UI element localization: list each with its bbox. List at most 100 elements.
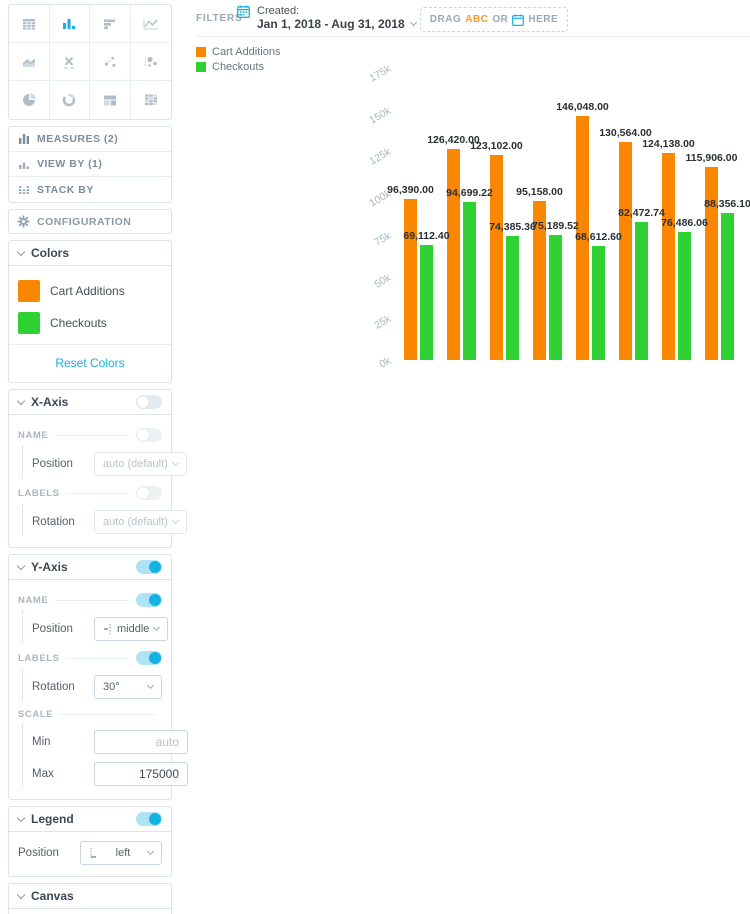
- legend-section-body: Position left: [8, 832, 172, 877]
- y-axis-toggle[interactable]: [136, 560, 162, 574]
- vis-type-line-chart[interactable]: [130, 5, 171, 43]
- chevron-down-icon: [409, 18, 417, 27]
- bucket-measures-label: MEASURES (2): [37, 133, 119, 145]
- date-filter-chip[interactable]: Created: Jan 1, 2018 - Aug 31, 2018: [237, 5, 417, 31]
- chart-bar-checkouts[interactable]: [592, 245, 605, 360]
- bar-data-label: 74,385.36: [489, 220, 536, 233]
- bar-data-label: 115,906.00: [685, 151, 738, 164]
- bucket-view-by[interactable]: VIEW BY (1): [9, 152, 171, 177]
- x-axis-name-toggle[interactable]: [136, 428, 162, 442]
- vis-type-table[interactable]: [9, 5, 50, 43]
- bucket-stack-by-label: STACK BY: [37, 183, 94, 196]
- legend-item-checkouts[interactable]: Checkouts: [196, 59, 280, 74]
- chart-bar-cart-additions[interactable]: [447, 149, 460, 360]
- cart-additions-swatch[interactable]: [18, 280, 40, 302]
- y-axis-tick-label: 150k: [367, 104, 393, 127]
- y-axis-position-dropdown[interactable]: middle: [94, 617, 169, 641]
- x-axis-name-subhead: NAME: [18, 428, 162, 442]
- chart-bar-cart-additions[interactable]: [533, 201, 546, 360]
- donut-chart-icon: [62, 93, 76, 107]
- buckets-panel: MEASURES (2) VIEW BY (1) STACK BY: [8, 126, 172, 203]
- bar-data-label: 75,189.52: [532, 219, 579, 232]
- divider: [66, 657, 129, 659]
- filters-bar-label: FILTERS: [196, 13, 243, 24]
- calendar-icon: [237, 5, 250, 18]
- chart-bar-cart-additions[interactable]: [404, 199, 417, 360]
- divider: [196, 36, 750, 37]
- y-axis-max-input[interactable]: [94, 762, 188, 786]
- bar-data-label: 76,486.06: [661, 217, 708, 230]
- colors-section-header[interactable]: Colors: [8, 240, 172, 266]
- vis-type-pie-chart[interactable]: [9, 81, 50, 119]
- headline-icon: [64, 56, 75, 69]
- vis-type-heatmap[interactable]: [131, 81, 172, 119]
- x-axis-labels-subhead: LABELS: [18, 486, 162, 500]
- vis-type-donut-chart[interactable]: [50, 81, 90, 119]
- y-axis-rotation-dropdown[interactable]: 30°: [94, 675, 162, 699]
- legend-toggle[interactable]: [136, 812, 162, 826]
- vis-type-headline[interactable]: [49, 43, 90, 81]
- canvas-section-header[interactable]: Canvas: [8, 883, 172, 909]
- y-axis-tick-label: 125k: [367, 146, 393, 169]
- main-area: FILTERS Created: Jan 1, 2018 - Aug 31, 2…: [180, 0, 750, 914]
- sidebar: MEASURES (2) VIEW BY (1) STACK BY: [0, 0, 188, 914]
- heatmap-icon: [144, 94, 157, 106]
- divider: [60, 714, 155, 715]
- y-axis-name-controls: Position middle: [22, 611, 169, 643]
- gear-icon: [17, 215, 30, 228]
- chart-bar-cart-additions[interactable]: [576, 116, 589, 360]
- column-chart-icon: [63, 18, 76, 29]
- y-axis-section-header[interactable]: Y-Axis: [8, 554, 172, 580]
- chart-bar-checkouts[interactable]: [721, 212, 734, 360]
- bucket-measures[interactable]: MEASURES (2): [9, 127, 171, 152]
- stack-by-icon: [19, 185, 29, 194]
- legend-item-cart-additions[interactable]: Cart Additions: [196, 44, 280, 59]
- vis-type-bar-chart[interactable]: [90, 5, 131, 43]
- y-axis-min-label: Min: [32, 736, 51, 748]
- chart-bar-checkouts[interactable]: [506, 235, 519, 360]
- chart-bar-checkouts[interactable]: [635, 222, 648, 360]
- chart-bar-checkouts[interactable]: [463, 201, 476, 360]
- bar-data-label: 82,472.74: [618, 207, 665, 220]
- chart-bar-cart-additions[interactable]: [662, 152, 675, 360]
- chart-bar-checkouts[interactable]: [549, 234, 562, 360]
- x-axis-section-header[interactable]: X-Axis: [8, 389, 172, 415]
- chevron-down-icon: [171, 458, 179, 467]
- y-axis-name-toggle[interactable]: [136, 593, 162, 607]
- x-axis-rotation-dropdown[interactable]: auto (default): [94, 510, 187, 534]
- chevron-down-icon: [171, 516, 179, 525]
- chart-bar-checkouts[interactable]: [420, 244, 433, 360]
- vis-type-column-chart-selected[interactable]: [49, 5, 90, 43]
- y-axis-tick-label: 25k: [372, 313, 393, 332]
- checkouts-swatch[interactable]: [18, 312, 40, 334]
- chart-bar-cart-additions[interactable]: [619, 142, 632, 360]
- bar-data-label: 146,048.00: [556, 101, 609, 114]
- legend-section-header[interactable]: Legend: [8, 806, 172, 832]
- y-axis-scale-controls: Min Max: [22, 724, 188, 788]
- y-axis-max-label: Max: [32, 768, 54, 780]
- x-axis-position-dropdown[interactable]: auto (default): [94, 452, 187, 476]
- y-axis-name-label: NAME: [18, 594, 49, 606]
- bucket-view-by-label: VIEW BY (1): [37, 158, 103, 170]
- chart-bar-checkouts[interactable]: [678, 232, 691, 360]
- y-axis-min-input[interactable]: [94, 730, 188, 754]
- y-axis-labels-toggle[interactable]: [136, 651, 162, 665]
- filter-drop-zone[interactable]: DRAG ABC OR HERE: [420, 7, 568, 32]
- chevron-down-icon: [146, 681, 155, 690]
- chart-bar-cart-additions[interactable]: [705, 166, 718, 360]
- vis-type-treemap[interactable]: [90, 81, 131, 119]
- legend-position-dropdown[interactable]: left: [80, 841, 162, 865]
- y-axis-labels-label: LABELS: [18, 652, 60, 664]
- vis-type-scatter-plot[interactable]: [90, 43, 131, 81]
- y-axis-section-body: NAME Position middle: [8, 580, 188, 800]
- vis-type-bubble-chart[interactable]: [130, 43, 171, 81]
- bucket-stack-by[interactable]: STACK BY: [9, 177, 171, 202]
- y-axis-title: Y-Axis: [31, 560, 68, 574]
- reset-colors-link[interactable]: Reset Colors: [55, 356, 125, 370]
- chart-bar-cart-additions[interactable]: [490, 154, 503, 360]
- vis-type-area-chart[interactable]: [9, 43, 50, 81]
- y-axis-tick-label: 0k: [377, 354, 393, 371]
- x-axis-toggle[interactable]: [136, 395, 162, 409]
- y-axis-labels-controls: Rotation 30°: [22, 669, 162, 701]
- x-axis-labels-toggle[interactable]: [136, 486, 162, 500]
